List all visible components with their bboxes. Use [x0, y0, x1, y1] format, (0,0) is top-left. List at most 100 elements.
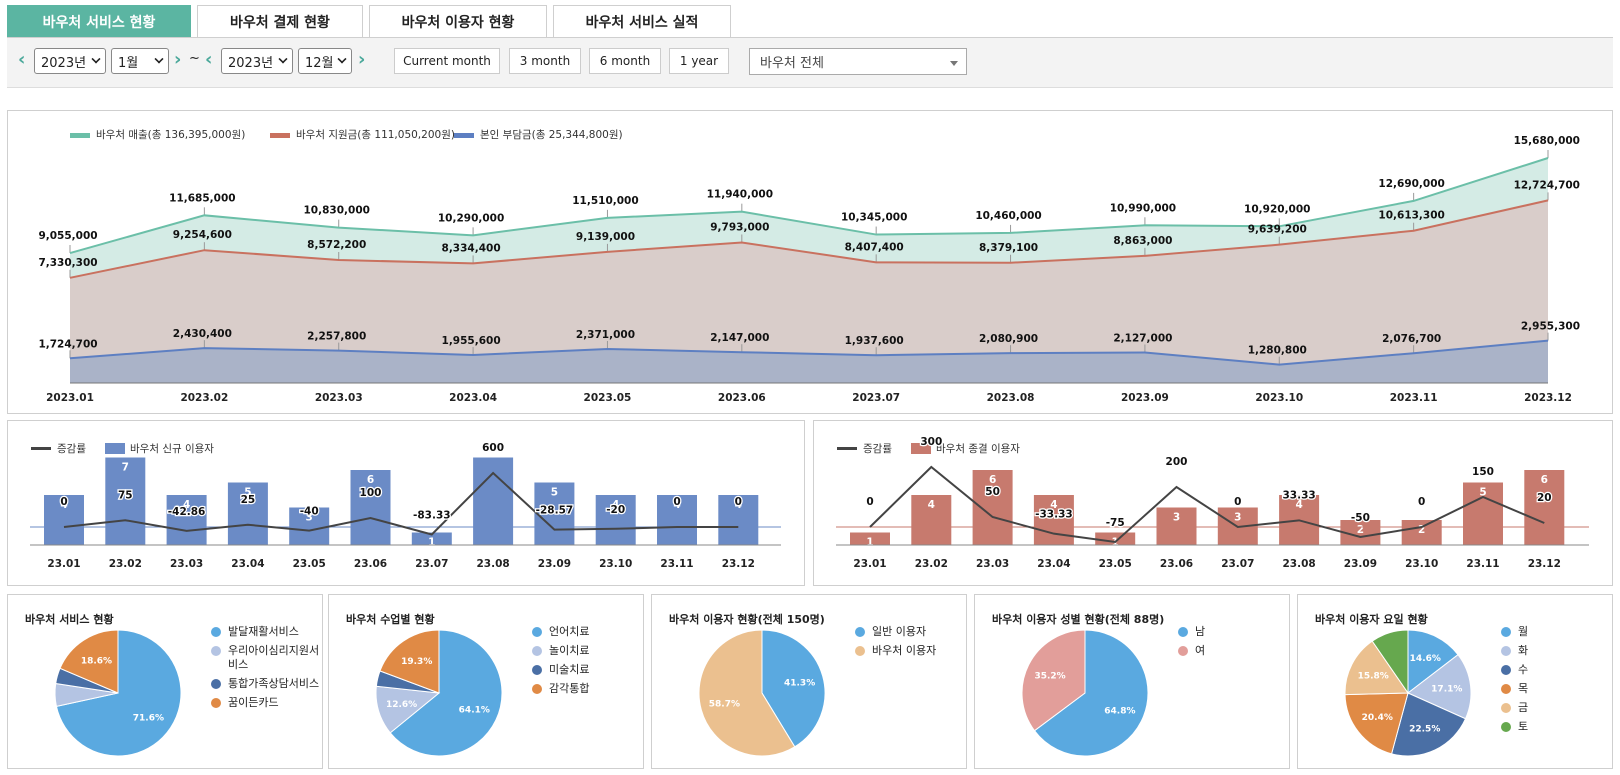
legend-label: 남 [1195, 625, 1206, 638]
legend-label: 증감률 [863, 443, 892, 455]
pie-value-label: 15.8% [1358, 671, 1389, 681]
x-tick-label: 23.12 [1528, 558, 1561, 570]
start-year-select[interactable]: 2023년 [34, 48, 106, 74]
data-label: 1,724,700 [38, 338, 97, 350]
legend-item: 월 [1501, 625, 1528, 639]
legend-label: 발달재활서비스 [228, 625, 299, 638]
pie-title: 바우처 수업별 현황 [346, 613, 435, 626]
bar [972, 470, 1013, 545]
current-month-button[interactable]: Current month [394, 48, 500, 74]
legend-swatch [105, 443, 125, 454]
x-tick-label: 23.06 [354, 558, 387, 570]
x-tick-label: 23.10 [1405, 558, 1438, 570]
bar-value-label: 1 [866, 537, 873, 549]
legend-dot-icon [532, 646, 542, 656]
chevron-left-icon[interactable]: ‹ [205, 49, 213, 70]
legend-dot-icon [1501, 722, 1511, 732]
legend-label: 일반 이용자 [872, 625, 927, 638]
start-month-select[interactable]: 1월 [111, 48, 169, 74]
legend-dot-icon [1501, 646, 1511, 656]
pie-panel: 바우처 이용자 현황(전체 150명) 41.3% 58.7% 일반 이용자 바우처 이… [651, 594, 967, 769]
chevron-right-icon[interactable]: › [174, 49, 182, 70]
legend-label: 바우처 신규 이용자 [130, 443, 214, 455]
legend-item: 남 [1178, 625, 1205, 639]
legend-dot-icon [855, 646, 865, 656]
x-tick-label: 2023.02 [180, 392, 228, 404]
rate-value-label: -40 [300, 506, 319, 518]
bar-value-label: 4 [673, 499, 680, 511]
legend-dot-icon [1501, 627, 1511, 637]
end-year-value: 2023년 [228, 55, 274, 71]
legend-swatch [454, 133, 474, 138]
legend-label: 통합가족상담서비스 [228, 677, 320, 690]
chevron-left-icon[interactable]: ‹ [18, 49, 26, 70]
data-label: 2,371,000 [576, 329, 635, 341]
three-month-button[interactable]: 3 month [509, 48, 581, 74]
rate-value-label: -83.33 [413, 509, 451, 521]
end-month-select[interactable]: 12월 [298, 48, 352, 74]
bar [1463, 482, 1503, 545]
x-tick-label: 2023.10 [1255, 392, 1303, 404]
legend-dot-icon [532, 684, 542, 694]
legend-dot-icon [532, 627, 542, 637]
legend-item: 놀이치료 [532, 644, 589, 658]
pie-chart: 64.1% 12.6% 19.3% [375, 629, 503, 757]
data-label: 1,937,600 [845, 335, 904, 347]
legend-label: 토 [1518, 720, 1529, 733]
bar [105, 457, 146, 545]
bar-value-label: 4 [60, 499, 67, 511]
bar-value-label: 4 [612, 499, 619, 511]
x-tick-label: 23.08 [1282, 558, 1315, 570]
tab-voucher-users[interactable]: 바우처 이용자 현황 [369, 5, 547, 37]
pie-slice [1344, 640, 1409, 696]
voucher-type-select[interactable]: 바우처 전체 [749, 48, 967, 75]
bar-value-label: 1 [428, 537, 435, 549]
pie-slice [1390, 692, 1467, 757]
legend-label: 언어치료 [549, 625, 590, 638]
start-year-value: 2023년 [41, 55, 87, 71]
x-tick-label: 23.03 [976, 558, 1009, 570]
legend-item: 일반 이용자 [855, 625, 936, 639]
bar-value-label: 5 [244, 487, 251, 499]
x-tick-label: 2023.04 [449, 392, 497, 404]
legend-item: 통합가족상담서비스 [211, 677, 322, 691]
legend-dot-icon [211, 627, 221, 637]
rate-value-label: -20 [606, 504, 625, 516]
one-year-button[interactable]: 1 year [669, 48, 729, 74]
data-label: 9,139,000 [576, 231, 635, 243]
bar [657, 495, 697, 545]
legend-label: 놀이치료 [549, 644, 590, 657]
bar-value-label: 3 [1173, 512, 1180, 524]
tab-voucher-payment[interactable]: 바우처 결제 현황 [197, 5, 363, 37]
legend-item: 감각통합 [532, 682, 589, 696]
x-tick-label: 2023.01 [46, 392, 94, 404]
end-year-select[interactable]: 2023년 [221, 48, 293, 74]
tab-voucher-performance[interactable]: 바우처 서비스 실적 [553, 5, 731, 37]
chevron-right-icon[interactable]: › [358, 49, 366, 70]
six-month-button[interactable]: 6 month [589, 48, 661, 74]
voucher-type-value: 바우처 전체 [760, 56, 824, 71]
data-label: 9,254,600 [173, 229, 232, 241]
data-label: 12,724,700 [1514, 179, 1580, 191]
bar [1156, 507, 1197, 545]
rate-value-label: -75 [1106, 517, 1125, 529]
pie-legend: 발달재활서비스 우리아이심리지원서비스 통합가족상담서비스 꿈이든카드 [211, 625, 322, 715]
rate-value-label: 33.33 [1282, 489, 1315, 501]
dropdown-arrow-icon [950, 61, 958, 66]
bar-value-label: 4 [1050, 499, 1057, 511]
legend-dot-icon [1178, 627, 1188, 637]
pie-chart: 71.6% 18.6% [54, 629, 182, 757]
legend-item: 수 [1501, 663, 1528, 677]
legend-label: 화 [1518, 644, 1529, 657]
pie-slice [1033, 629, 1149, 757]
x-tick-label: 2023.09 [1121, 392, 1169, 404]
pie-value-label: 64.1% [459, 706, 490, 716]
bar-value-label: 4 [928, 499, 935, 511]
pie-chart: 14.6% 17.1% 22.5% 20.4% 15.8% [1344, 629, 1472, 757]
legend-item: 토 [1501, 720, 1528, 734]
tab-voucher-service[interactable]: 바우처 서비스 현황 [7, 5, 191, 37]
legend-label: 증감률 [57, 443, 86, 455]
pie-slice [1407, 629, 1459, 695]
legend-swatch [911, 443, 931, 454]
data-label: 8,334,400 [442, 242, 501, 254]
